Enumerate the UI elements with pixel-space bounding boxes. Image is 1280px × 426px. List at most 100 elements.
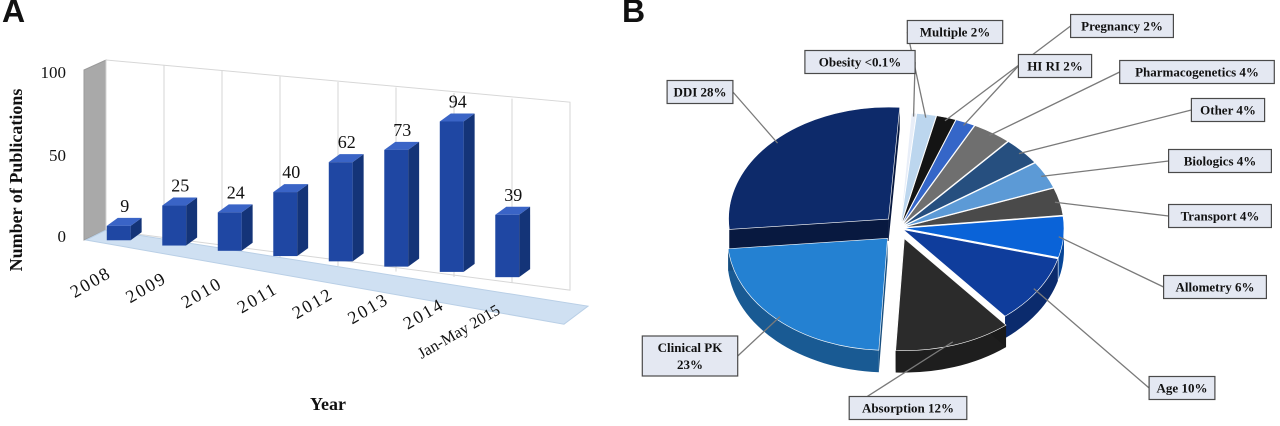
x-tick-label: 2010 — [178, 273, 226, 312]
pie-slice — [900, 115, 957, 226]
bar-front — [439, 121, 464, 272]
bar-value-label: 25 — [171, 176, 189, 196]
pie-slice-label-text: Pharmacogenetics 4% — [1135, 65, 1259, 80]
pie-leader-line — [989, 71, 1120, 137]
pie-slice — [902, 125, 1009, 226]
panel-a-letter: A — [2, 0, 25, 29]
bar-front — [495, 214, 520, 278]
pie-slice-label: Pregnancy 2% — [1069, 13, 1174, 39]
bar-value-label: 39 — [504, 185, 522, 205]
pie-slice-label-text: Other 4% — [1200, 103, 1256, 118]
pie-slice-label: Transport 4% — [1167, 203, 1272, 229]
pie-slice-label-text: Multiple 2% — [920, 25, 990, 40]
bar — [439, 113, 475, 272]
bar — [162, 197, 198, 246]
pie-slice — [728, 106, 901, 230]
bar-value-label: 40 — [282, 162, 300, 182]
pie-leader-line — [906, 31, 927, 118]
x-tick-label: 2009 — [122, 268, 170, 307]
bar-value-label: 73 — [393, 120, 411, 140]
bar-side — [408, 141, 420, 267]
pie-leader-lines — [732, 25, 1192, 409]
bar-side — [241, 204, 253, 251]
pie-leader-line — [737, 316, 781, 357]
y-tick-label: 50 — [49, 146, 66, 165]
pie-slice-label: Biologics 4% — [1167, 148, 1272, 174]
bar-side — [130, 217, 142, 241]
bar-top — [217, 204, 253, 213]
pie-slice — [902, 229, 1059, 317]
bar-marks: 9 25 24 40 62 73 94 39 — [106, 91, 531, 278]
bar-top — [273, 184, 309, 193]
pie-chart: DDI 28% Obesity <0.1% Multiple 2% Pregnancy… — [641, 13, 1275, 421]
pie-slices — [727, 106, 1065, 351]
pie-slice — [903, 215, 1065, 258]
bar-top — [439, 113, 475, 122]
pie-slice-label: Age 10% — [1148, 375, 1216, 401]
bar-front — [162, 205, 187, 246]
x-axis-title: Year — [310, 394, 346, 414]
pie-leader-line — [944, 25, 1071, 122]
pie-leader-line — [1054, 201, 1169, 217]
bar — [217, 204, 253, 251]
floor — [84, 229, 590, 325]
bar-top — [384, 141, 420, 150]
bar-front — [328, 162, 353, 262]
pie-slice-label-text: Absorption 12% — [862, 401, 954, 416]
x-tick-label: 2013 — [344, 289, 392, 328]
pie-slice-label-text: Age 10% — [1157, 381, 1208, 396]
pie-slice-label: Allometry 6% — [1162, 274, 1267, 300]
bar-top — [495, 206, 531, 215]
bar-value-label: 24 — [227, 182, 245, 202]
pie-slice-label-text: Clinical PK 23% — [658, 340, 724, 372]
x-tick-label: 2012 — [289, 283, 337, 322]
pie-slice — [902, 141, 1036, 227]
pie-slice — [901, 119, 975, 226]
left-wall — [83, 59, 107, 241]
pie-slice-label-text: Biologics 4% — [1184, 154, 1257, 169]
x-tick-label: 2011 — [234, 278, 282, 317]
bar-front — [273, 192, 298, 257]
pie-slice-label: Pharmacogenetics 4% — [1119, 59, 1275, 85]
pie-leader-line — [963, 65, 1019, 126]
bar-side — [297, 184, 309, 257]
pie-leader-line — [732, 91, 779, 144]
x-tick-label: 2008 — [67, 262, 115, 301]
y-axis-ticks: 0 50 100 — [41, 63, 67, 246]
pie-slice-label-text: DDI 28% — [673, 85, 726, 100]
pie-slice-label-text: Transport 4% — [1181, 209, 1260, 224]
pie-slice-side — [1058, 228, 1064, 280]
pie-slice — [727, 238, 888, 351]
pie-slice-labels: DDI 28% Obesity <0.1% Multiple 2% Pregnancy… — [641, 13, 1275, 421]
pie-slice-label-text: HI RI 2% — [1027, 59, 1083, 74]
bar-value-label: 9 — [120, 196, 129, 216]
pie-slice-label: Clinical PK 23% — [641, 335, 739, 377]
panel-b-letter: B — [622, 0, 645, 29]
y-axis-title: Number of Publications — [6, 89, 26, 272]
bar-front — [384, 149, 409, 267]
pie-slice-label: Absorption 12% — [848, 395, 968, 421]
pie-slice-label-text: Allometry 6% — [1175, 280, 1254, 295]
bar-front — [106, 225, 131, 241]
bar-side — [352, 154, 364, 262]
pie-slice-label-text: Obesity <0.1% — [819, 55, 902, 70]
pie-slice-label: DDI 28% — [666, 79, 734, 105]
pie-leader-line — [1058, 236, 1164, 288]
bar-value-label: 94 — [449, 91, 467, 111]
bar — [495, 206, 531, 278]
pie-slice — [900, 113, 937, 225]
pie-slice — [903, 187, 1064, 228]
y-tick-label: 0 — [58, 227, 67, 246]
bar — [273, 184, 309, 257]
pie-slice — [895, 238, 1007, 351]
pie-slice — [903, 162, 1054, 227]
pie-slice-side — [1005, 258, 1058, 339]
pie-leader-line — [1018, 109, 1192, 155]
bar-top — [106, 217, 142, 226]
pie-leader-line — [1041, 160, 1169, 178]
bar-top — [328, 154, 364, 163]
bar-side — [463, 113, 475, 272]
